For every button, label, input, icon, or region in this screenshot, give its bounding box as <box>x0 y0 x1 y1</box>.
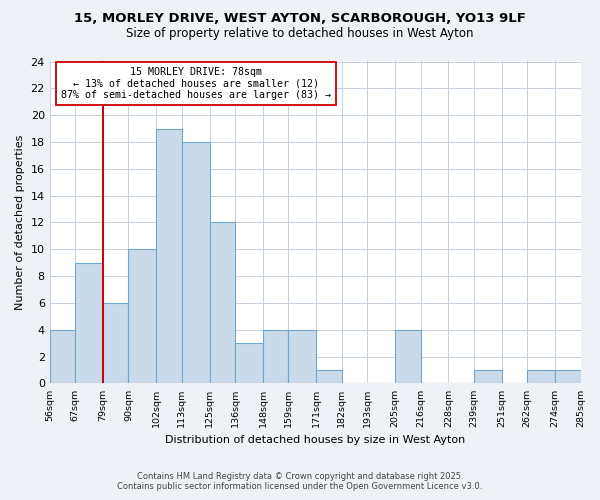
X-axis label: Distribution of detached houses by size in West Ayton: Distribution of detached houses by size … <box>165 435 465 445</box>
Text: Contains HM Land Registry data © Crown copyright and database right 2025.
Contai: Contains HM Land Registry data © Crown c… <box>118 472 482 491</box>
Bar <box>316 370 342 384</box>
Bar <box>527 370 555 384</box>
Bar <box>474 370 502 384</box>
Bar <box>128 250 156 384</box>
Bar <box>395 330 421 384</box>
Bar <box>555 370 581 384</box>
Bar <box>103 303 128 384</box>
Bar <box>235 343 263 384</box>
Bar <box>209 222 235 384</box>
Bar <box>289 330 316 384</box>
Bar <box>263 330 289 384</box>
Text: 15 MORLEY DRIVE: 78sqm
← 13% of detached houses are smaller (12)
87% of semi-det: 15 MORLEY DRIVE: 78sqm ← 13% of detached… <box>61 67 331 100</box>
Bar <box>50 330 75 384</box>
Text: Size of property relative to detached houses in West Ayton: Size of property relative to detached ho… <box>126 28 474 40</box>
Y-axis label: Number of detached properties: Number of detached properties <box>15 135 25 310</box>
Bar <box>182 142 209 384</box>
Bar <box>156 128 182 384</box>
Bar <box>75 262 103 384</box>
Text: 15, MORLEY DRIVE, WEST AYTON, SCARBOROUGH, YO13 9LF: 15, MORLEY DRIVE, WEST AYTON, SCARBOROUG… <box>74 12 526 26</box>
